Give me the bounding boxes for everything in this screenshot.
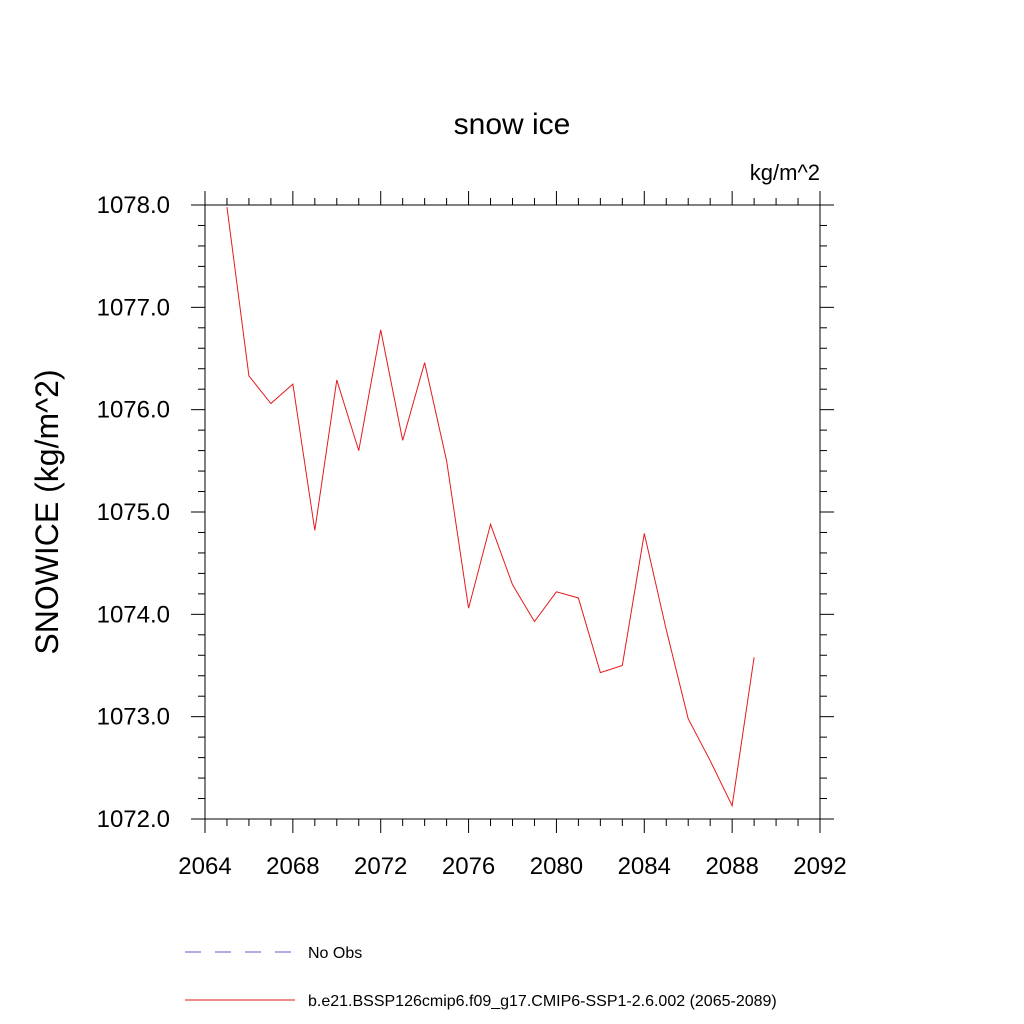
x-tick-label: 2092 xyxy=(793,853,846,880)
plot-frame xyxy=(204,204,821,820)
legend-label: b.e21.BSSP126cmip6.f09_g17.CMIP6-SSP1-2.… xyxy=(308,993,777,1010)
x-tick-label: 2084 xyxy=(618,853,671,880)
units-label: kg/m^2 xyxy=(750,160,820,185)
x-tick-label: 2088 xyxy=(705,853,758,880)
y-tick-label: 1074.0 xyxy=(97,601,170,628)
tick-labels: 2064 2068 2072 2076 2080 2084 2088 2092 1072.0 10… xyxy=(97,192,847,880)
y-tick-label: 1073.0 xyxy=(97,704,170,731)
y-tick-label: 1078.0 xyxy=(97,192,170,219)
x-tick-label: 2072 xyxy=(354,853,407,880)
y-axis-label: SNOWICE (kg/m^2) xyxy=(29,369,65,654)
axis-ticks xyxy=(191,191,834,833)
y-tick-label: 1077.0 xyxy=(97,294,170,321)
x-tick-label: 2080 xyxy=(530,853,583,880)
y-tick-label: 1075.0 xyxy=(97,499,170,526)
chart-title: snow ice xyxy=(454,108,571,141)
series-line xyxy=(226,206,755,808)
x-tick-label: 2076 xyxy=(442,853,495,880)
data-series xyxy=(226,206,755,808)
legend: No Obs b.e21.BSSP126cmip6.f09_g17.CMIP6-S… xyxy=(185,945,777,1010)
y-tick-label: 1076.0 xyxy=(97,397,170,424)
y-tick-label: 1072.0 xyxy=(97,806,170,833)
x-tick-label: 2068 xyxy=(266,853,319,880)
legend-label: No Obs xyxy=(308,945,362,962)
x-tick-label: 2064 xyxy=(178,853,231,880)
